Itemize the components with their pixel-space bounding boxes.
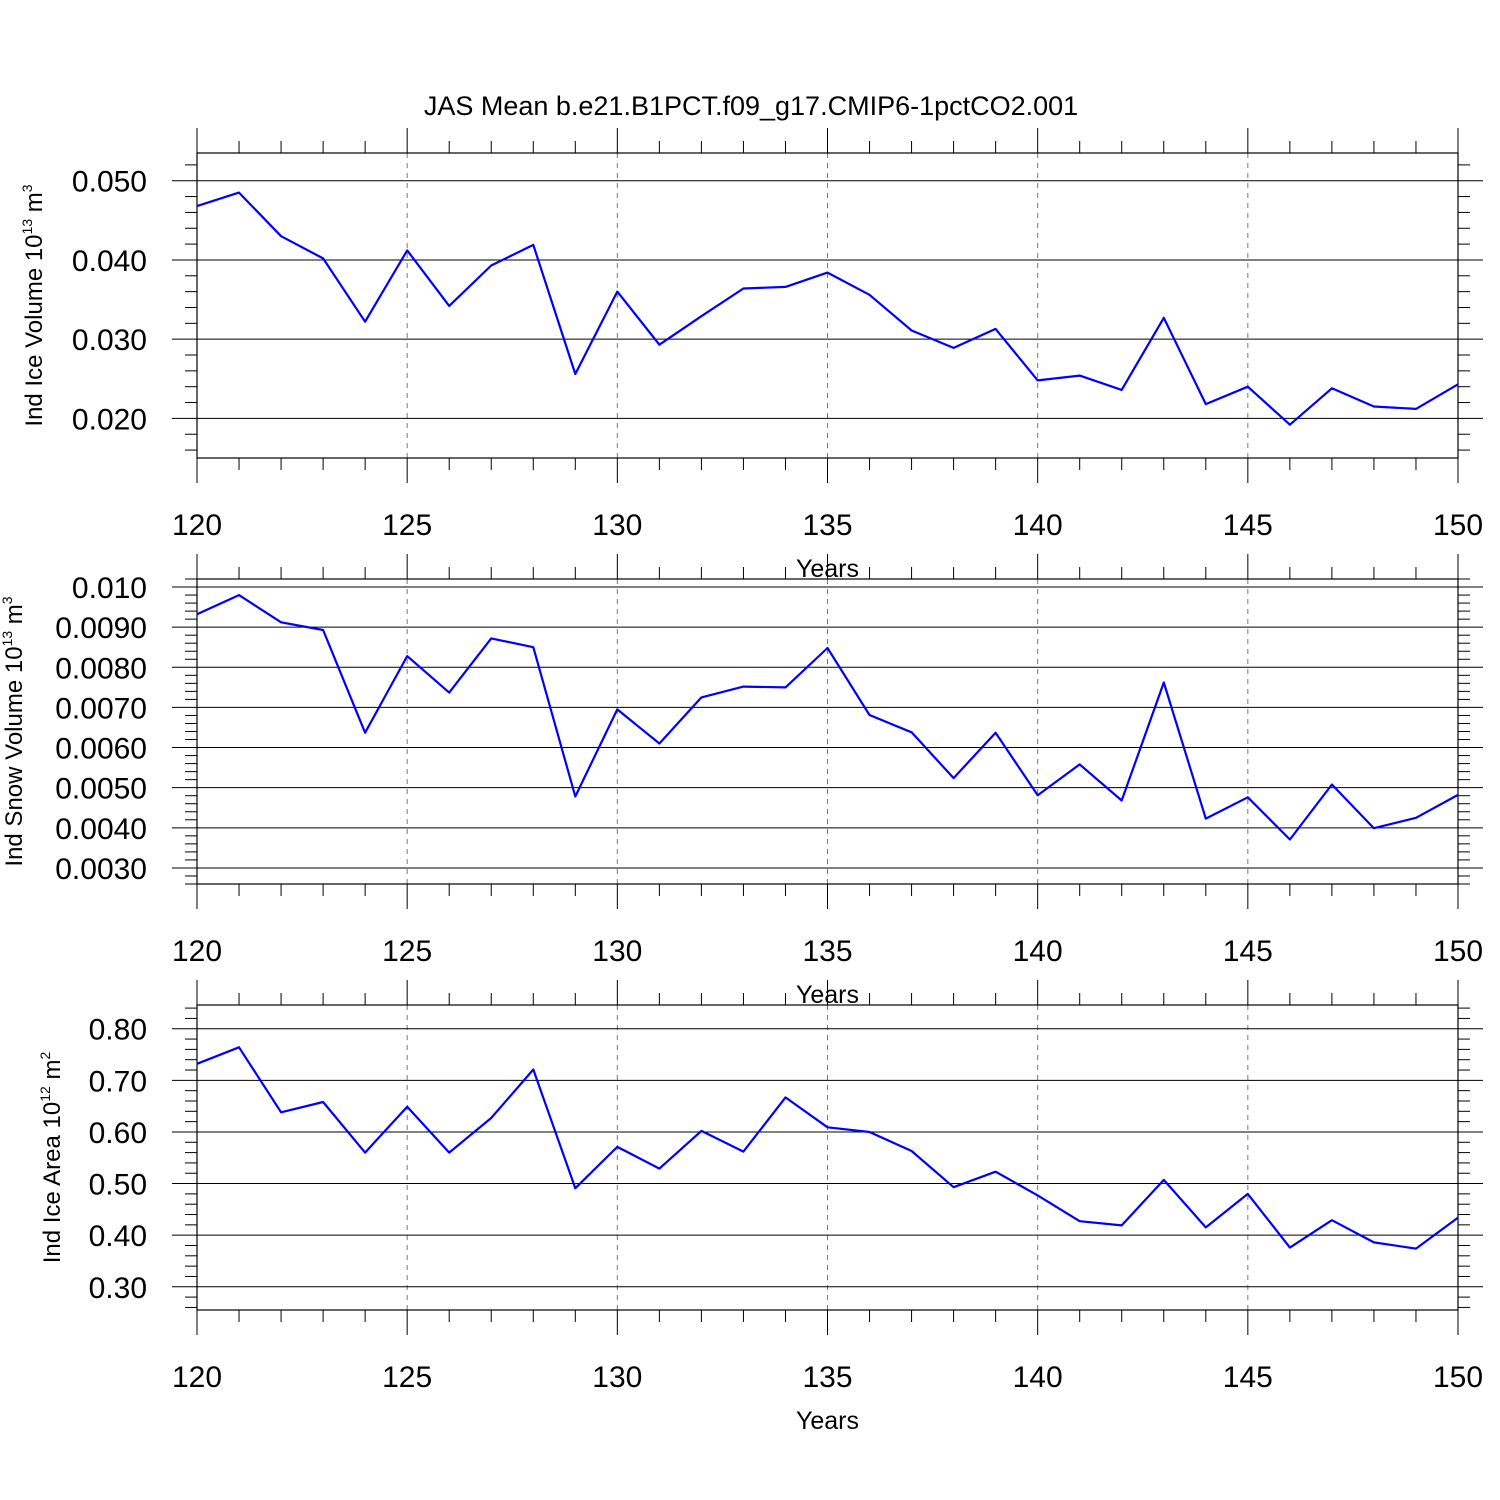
snow-volume-plot-frame bbox=[196, 578, 1459, 885]
ice-area-x-tick-label: 130 bbox=[592, 1361, 642, 1394]
snow-volume-y-axis-label-unit-exp: 3 bbox=[0, 596, 15, 604]
ice-area-y-tick-label: 0.30 bbox=[89, 1272, 147, 1305]
snow-volume-y-tick-label: 0.010 bbox=[72, 572, 147, 605]
ice-area-x-tick-label: 150 bbox=[1433, 1361, 1483, 1394]
ice-volume-y-tick-label: 0.040 bbox=[72, 245, 147, 278]
ice-area-y-tick-label: 0.70 bbox=[89, 1065, 147, 1098]
ice-volume-y-axis-label: Ind Ice Volume 1013 m3 bbox=[19, 184, 48, 426]
snow-volume-y-tick-label: 0.0080 bbox=[55, 652, 147, 685]
snow-volume-x-tick-label: 130 bbox=[592, 935, 642, 968]
ice-area-x-axis-label: Years bbox=[796, 1407, 859, 1435]
snow-volume-y-axis-label-exp: 13 bbox=[0, 631, 15, 647]
snow-volume-x-tick-label: 135 bbox=[802, 935, 852, 968]
snow-volume-y-tick-label: 0.0050 bbox=[55, 773, 147, 806]
snow-volume-x-tick-label: 150 bbox=[1433, 935, 1483, 968]
ice-area-x-tick-label: 125 bbox=[382, 1361, 432, 1394]
snow-volume-y-tick-label: 0.0030 bbox=[55, 853, 147, 886]
ice-volume-x-tick-label: 150 bbox=[1433, 509, 1483, 542]
ice-area-y-axis-label-unit: m bbox=[39, 1060, 66, 1087]
ice-area-y-axis-label-text: Ind Ice Area 10 bbox=[39, 1102, 66, 1263]
ice-area-y-tick-label: 0.50 bbox=[89, 1169, 147, 1202]
ice-area-y-axis-label-unit-exp: 2 bbox=[37, 1052, 53, 1060]
ice-area-series-line bbox=[196, 1046, 1459, 1250]
ice-volume-y-axis-label-unit-exp: 3 bbox=[19, 184, 35, 192]
snow-volume-y-tick-label: 0.0070 bbox=[55, 692, 147, 725]
snow-volume-y-axis-label-unit: m bbox=[1, 604, 28, 631]
figure-title: JAS Mean b.e21.B1PCT.f09_g17.CMIP6-1pctC… bbox=[424, 91, 1078, 121]
ice-area-x-tick-label: 120 bbox=[172, 1361, 222, 1394]
ice-volume-panel: 0.020 0.030 0.040 0.050 120 125 130 135 140 145 15… bbox=[19, 128, 1483, 583]
ice-area-y-tick-label: 0.40 bbox=[89, 1220, 147, 1253]
ice-volume-x-tick-label: 145 bbox=[1223, 509, 1273, 542]
snow-volume-y-tick-label: 0.0060 bbox=[55, 733, 147, 766]
ice-area-y-axis-label: Ind Ice Area 1012 m2 bbox=[37, 1052, 66, 1264]
snow-volume-y-tick-label: 0.0040 bbox=[55, 813, 147, 846]
snow-volume-y-axis-label: Ind Snow Volume 1013 m3 bbox=[0, 596, 28, 866]
snow-volume-y-tick-label: 0.0090 bbox=[55, 612, 147, 645]
ice-volume-y-tick-label: 0.050 bbox=[72, 166, 147, 199]
ice-volume-y-axis-label-unit: m bbox=[21, 192, 48, 219]
ice-area-x-tick-label: 140 bbox=[1013, 1361, 1063, 1394]
snow-volume-x-tick-label: 140 bbox=[1013, 935, 1063, 968]
ice-area-panel: 0.30 0.40 0.50 0.60 0.70 0.80 120 125 130 135 140 1… bbox=[37, 980, 1483, 1435]
snow-volume-x-tick-label: 120 bbox=[172, 935, 222, 968]
ice-volume-x-tick-label: 140 bbox=[1013, 509, 1063, 542]
ice-volume-x-tick-label: 135 bbox=[802, 509, 852, 542]
ice-volume-y-tick-label: 0.030 bbox=[72, 324, 147, 357]
ice-area-x-tick-label: 135 bbox=[802, 1361, 852, 1394]
snow-volume-series-line bbox=[196, 593, 1459, 841]
ice-volume-y-axis-label-text: Ind Ice Volume 10 bbox=[21, 234, 48, 426]
ice-volume-x-tick-label: 130 bbox=[592, 509, 642, 542]
snow-volume-panel: 0.0030 0.0040 0.0050 0.0060 0.0070 0.0080 0.00… bbox=[0, 554, 1483, 1009]
ice-area-y-tick-label: 0.80 bbox=[89, 1014, 147, 1047]
snow-volume-x-tick-label: 125 bbox=[382, 935, 432, 968]
ice-volume-x-tick-label: 120 bbox=[172, 509, 222, 542]
snow-volume-x-tick-label: 145 bbox=[1223, 935, 1273, 968]
ice-volume-plot-frame bbox=[196, 152, 1459, 459]
ice-volume-y-tick-label: 0.020 bbox=[72, 403, 147, 436]
snow-volume-y-axis-label-text: Ind Snow Volume 10 bbox=[1, 646, 28, 866]
ice-volume-series-line bbox=[196, 191, 1459, 426]
ice-area-y-tick-label: 0.60 bbox=[89, 1117, 147, 1150]
ice-volume-y-axis-label-exp: 13 bbox=[19, 219, 35, 235]
ice-area-x-tick-label: 145 bbox=[1223, 1361, 1273, 1394]
ice-area-plot-frame bbox=[196, 1004, 1459, 1311]
ice-volume-x-tick-label: 125 bbox=[382, 509, 432, 542]
ice-area-y-axis-label-exp: 12 bbox=[37, 1086, 53, 1102]
